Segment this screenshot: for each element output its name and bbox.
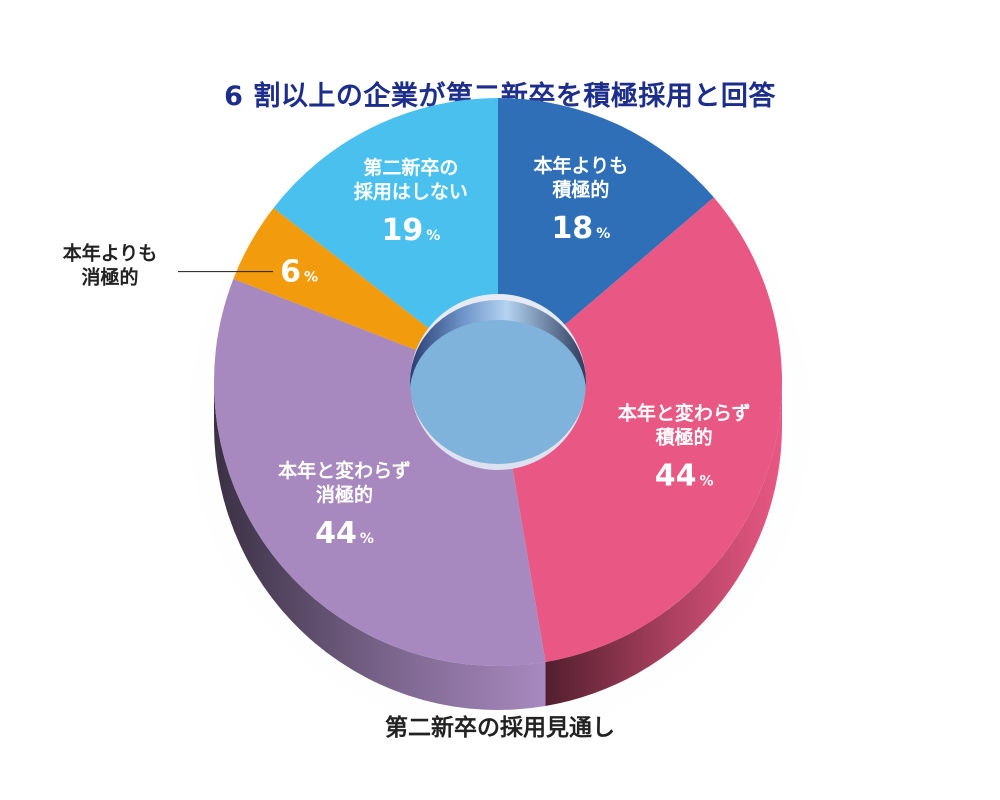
slice-label-active-more-line1: 本年よりも	[534, 154, 629, 177]
slice-passive-more	[233, 207, 429, 351]
slice-no-hiring	[273, 98, 498, 329]
slice-active-more	[498, 98, 714, 325]
slice-value-passive-more: 6%	[280, 255, 318, 290]
slice-label-no-hiring-line1: 第二新卒の	[363, 156, 458, 179]
donut-hole-floor	[410, 320, 586, 464]
slice-label-passive-more-line1: 本年よりも	[63, 242, 158, 265]
chart-xlabel: 第二新卒の採用見通し	[385, 715, 615, 741]
slice-value-active-more: 18%	[551, 211, 610, 246]
slice-side-passive-same	[214, 382, 546, 710]
slice-label-passive-same-line2: 消極的	[316, 483, 373, 506]
slice-value-no-hiring: 19%	[381, 213, 440, 248]
slice-label-passive-same-line1: 本年と変わらず	[278, 459, 411, 482]
slice-label-active-same-line1: 本年と変わらず	[618, 401, 751, 424]
slice-label-passive-more-line2: 消極的	[81, 266, 138, 289]
slice-label-active-more-line2: 積極的	[552, 178, 609, 201]
slice-value-passive-same: 44%	[315, 516, 374, 551]
slice-label-no-hiring-line2: 採用はしない	[354, 181, 468, 203]
slice-side-active-same	[545, 382, 782, 707]
slice-value-active-same: 44%	[655, 458, 714, 493]
slice-active-same	[512, 197, 782, 663]
slice-passive-same	[213, 278, 546, 666]
slice-label-active-same-line2: 積極的	[656, 425, 713, 448]
